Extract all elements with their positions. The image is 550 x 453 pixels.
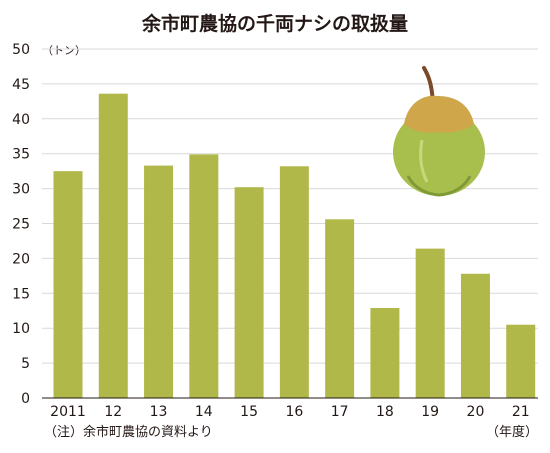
x-tick-label: 15 <box>240 404 258 420</box>
pear-shade <box>406 175 472 197</box>
y-tick-label: 25 <box>12 217 30 233</box>
x-tick-label: 17 <box>331 404 349 420</box>
y-axis-ticks: 0 5 10 15 20 25 30 35 40 45 50 <box>12 42 30 407</box>
x-tick-label: 20 <box>467 404 485 420</box>
pear-top <box>404 95 474 133</box>
bars <box>53 93 536 398</box>
y-tick-label: 40 <box>12 112 30 128</box>
x-tick-label: 18 <box>376 404 394 420</box>
y-tick-label: 30 <box>12 182 30 198</box>
y-tick-label: 20 <box>12 251 30 267</box>
bar-14 <box>189 154 219 398</box>
chart-title: 余市町農協の千両ナシの取扱量 <box>141 12 408 35</box>
y-tick-label: 0 <box>21 391 30 407</box>
y-tick-label: 50 <box>12 42 30 58</box>
bar-16 <box>279 166 309 398</box>
x-axis-ticks: 2011 12 13 14 15 16 17 18 19 20 21 <box>50 404 529 420</box>
y-tick-label: 15 <box>12 286 30 302</box>
bar-20 <box>460 273 490 398</box>
x-tick-label: 13 <box>150 404 168 420</box>
x-tick-label: 14 <box>195 404 213 420</box>
pear-illustration <box>393 66 485 197</box>
x-tick-label: 16 <box>285 404 303 420</box>
x-tick-label: 2011 <box>50 404 86 420</box>
y-tick-label: 10 <box>12 321 30 337</box>
y-tick-label: 35 <box>12 147 30 163</box>
bar-19 <box>415 248 445 398</box>
x-tick-label: 21 <box>512 404 530 420</box>
bar-12 <box>98 93 128 398</box>
bar-17 <box>325 219 355 398</box>
bar-2011 <box>53 171 83 398</box>
bar-15 <box>234 187 264 398</box>
pear-highlight <box>419 139 429 183</box>
y-tick-label: 5 <box>21 356 30 372</box>
x-tick-label: 19 <box>421 404 439 420</box>
source-note: （注）余市町農協の資料より <box>44 424 213 440</box>
x-axis-suffix: （年度） <box>486 424 538 440</box>
x-tick-label: 12 <box>104 404 122 420</box>
bar-18 <box>370 307 400 398</box>
unit-label: （トン） <box>42 44 86 57</box>
bar-21 <box>506 324 536 398</box>
y-tick-label: 45 <box>12 77 30 93</box>
bar-13 <box>144 165 174 398</box>
